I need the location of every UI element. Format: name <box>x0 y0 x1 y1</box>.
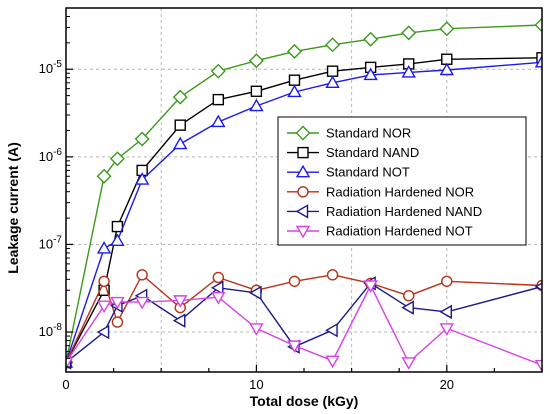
data-point <box>534 17 542 33</box>
legend-marker <box>297 186 309 198</box>
data-point <box>96 241 112 254</box>
data-point <box>286 43 302 59</box>
data-point <box>212 271 225 284</box>
legend-entry: Radiation Hardened NOT <box>287 224 473 239</box>
data-point <box>211 291 226 305</box>
data-point <box>248 53 264 69</box>
data-point <box>172 89 188 105</box>
plot-series <box>66 17 542 372</box>
data-point <box>325 322 338 338</box>
legend: Standard NOR Standard NAND Standard NOT Rad… <box>277 116 527 246</box>
legend-marker <box>297 146 309 159</box>
y-tick-label: 10-5 <box>39 59 63 76</box>
data-point <box>363 31 379 47</box>
y-axis-title: Leakage current (A) <box>5 142 21 273</box>
y-tick-label: 10-6 <box>39 147 63 164</box>
legend-label: Standard NOR <box>326 126 411 141</box>
legend-marker <box>295 125 311 141</box>
data-point <box>439 304 452 320</box>
data-point <box>109 151 125 167</box>
data-point <box>211 114 226 128</box>
data-point <box>212 93 225 106</box>
data-point <box>288 275 301 287</box>
data-point <box>249 323 264 336</box>
x-tick-label: 0 <box>62 377 69 392</box>
data-point <box>441 275 453 287</box>
legend-marker <box>295 225 311 239</box>
data-point <box>401 357 416 370</box>
data-point <box>401 64 416 78</box>
legend-label: Standard NOT <box>326 165 410 180</box>
data-point <box>111 220 124 233</box>
data-point <box>248 285 262 301</box>
data-point <box>173 295 188 308</box>
x-tick-label: 20 <box>440 377 454 392</box>
legend-entry: Radiation Hardened NOR <box>287 184 474 199</box>
data-point <box>98 275 110 287</box>
data-point <box>363 67 378 81</box>
data-point <box>134 172 150 185</box>
y-tick-label: 10-8 <box>39 322 63 339</box>
data-point <box>401 300 414 315</box>
data-point <box>325 37 341 53</box>
axes: 0 10 20 10-8 10-7 10-6 10-5 <box>39 7 543 392</box>
series <box>66 269 542 369</box>
legend-box <box>277 116 527 246</box>
data-point <box>326 65 339 77</box>
data-point <box>210 63 226 79</box>
data-point <box>325 355 340 369</box>
data-point <box>363 280 378 293</box>
data-point <box>111 316 124 328</box>
legend-label: Radiation Hardened NOR <box>326 184 474 199</box>
data-point <box>401 25 417 41</box>
data-point <box>439 62 455 76</box>
data-point <box>325 75 340 89</box>
data-point <box>534 54 542 68</box>
x-tick-label: 10 <box>249 377 263 392</box>
y-tick-label: 10-7 <box>39 234 63 251</box>
legend-label: Radiation Hardened NAND <box>326 204 482 219</box>
data-point <box>210 280 224 296</box>
legend-marker <box>295 204 309 219</box>
data-point <box>96 324 110 340</box>
data-point <box>250 85 263 97</box>
data-point <box>288 74 301 86</box>
data-point <box>439 21 455 37</box>
legend-entry: Standard NOT <box>287 165 410 180</box>
series <box>66 17 542 370</box>
data-point <box>326 269 339 281</box>
data-point <box>110 233 125 247</box>
data-point <box>287 340 302 354</box>
legend-entry: Standard NAND <box>287 145 419 160</box>
data-point <box>136 269 148 281</box>
data-point <box>536 52 542 64</box>
legend-entry: Standard NOR <box>287 126 411 141</box>
series <box>66 280 542 372</box>
data-point <box>172 313 186 328</box>
data-point <box>287 84 302 98</box>
data-point <box>110 296 125 310</box>
data-point <box>66 357 74 370</box>
legend-label: Standard NAND <box>326 145 419 160</box>
data-point <box>134 296 150 310</box>
data-point <box>173 136 188 150</box>
data-point <box>403 290 415 302</box>
data-point <box>174 119 186 131</box>
legend-marker <box>295 164 311 178</box>
data-point <box>439 323 455 336</box>
data-point <box>134 131 150 147</box>
data-point <box>534 359 542 372</box>
data-point <box>249 98 264 112</box>
data-point <box>96 300 112 314</box>
legend-label: Radiation Hardened NOT <box>326 224 473 239</box>
x-axis-title: Total dose (kGy) <box>250 393 359 409</box>
legend-entry: Radiation Hardened NAND <box>287 204 482 219</box>
data-point <box>96 168 112 184</box>
